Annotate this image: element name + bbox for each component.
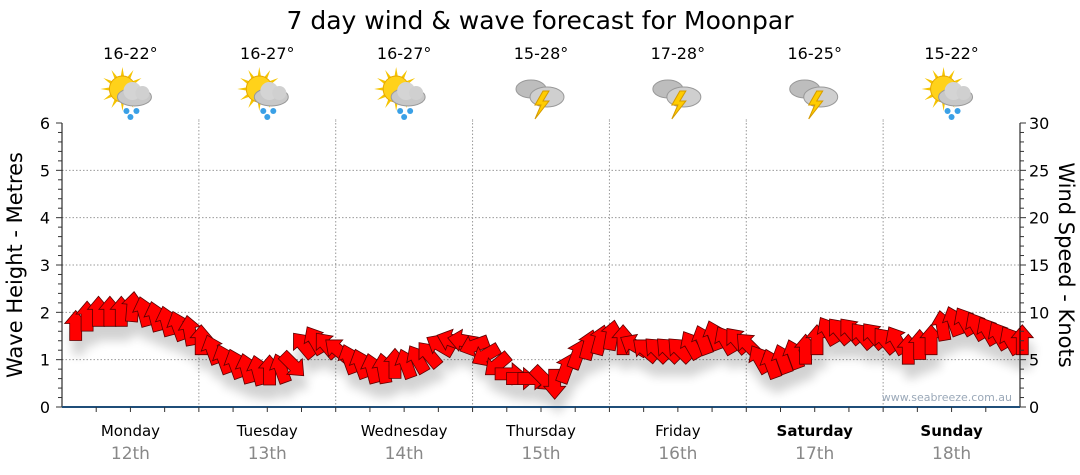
sun-ray — [941, 67, 946, 78]
y-tick-label: 1 — [40, 351, 50, 370]
raindrop — [407, 108, 414, 114]
rain-icon — [123, 108, 140, 120]
raindrop — [954, 108, 961, 114]
cloud-puff — [956, 86, 971, 100]
rain-icon — [944, 108, 961, 120]
y-tick-label: 3 — [40, 256, 50, 275]
rain-icon — [260, 108, 277, 120]
storm-cloud-icon — [515, 79, 565, 120]
day-label: Friday — [655, 422, 701, 440]
y-tick-label: 2 — [40, 303, 50, 322]
raindrop — [127, 114, 134, 120]
day-temperature: 16-27° — [377, 44, 432, 63]
raindrop — [397, 108, 404, 114]
thunderstorm-icon — [652, 79, 702, 120]
y2-tick-label: 0 — [1029, 398, 1039, 417]
sun-ray — [374, 87, 385, 91]
y-tick-label: 5 — [40, 161, 50, 180]
day-label: Wednesday — [361, 422, 448, 440]
storm-cloud-icon — [789, 79, 839, 120]
raindrop — [270, 108, 277, 114]
date-label: 16th — [658, 444, 697, 464]
y-tick-label: 4 — [40, 209, 50, 228]
day-temperature: 16-22° — [103, 44, 158, 63]
y-tick-label: 0 — [40, 398, 50, 417]
day-temperature: 15-22° — [924, 44, 979, 63]
y-axis-label: Wave Height - Metres — [3, 152, 27, 378]
thunderstorm-icon — [789, 79, 839, 120]
y2-tick-label: 20 — [1029, 209, 1049, 228]
cloud-icon — [390, 82, 426, 107]
cloud-puff — [409, 86, 424, 100]
y2-axis-label: Wind Speed - Knots — [1054, 162, 1078, 367]
wind-arrow — [1010, 324, 1035, 356]
sun-cloud-rain-icon — [100, 67, 152, 120]
watermark: www.seabreeze.com.au — [882, 391, 1012, 404]
lightning-bolt — [670, 90, 687, 120]
date-label: 18th — [932, 444, 971, 464]
y2-tick-label: 25 — [1029, 161, 1049, 180]
sun-cloud-rain-icon — [921, 67, 974, 120]
raindrop — [133, 108, 140, 114]
sun-ray — [237, 87, 248, 91]
day-label: Thursday — [505, 422, 576, 440]
sun-ray — [921, 87, 932, 91]
storm-cloud-icon — [652, 79, 702, 120]
day-temperature: 17-28° — [651, 44, 706, 63]
day-temperature: 16-25° — [787, 44, 842, 63]
sun-cloud-rain-icon — [374, 67, 426, 120]
cloud-icon — [938, 82, 974, 107]
axes: 0 1 2 3 4 5 6 0 5 10 15 20 25 30 Monday 12th Tuesday 13th… — [40, 114, 1050, 464]
sun-ray — [120, 67, 125, 78]
raindrop — [401, 114, 408, 120]
y2-tick-label: 10 — [1029, 303, 1049, 322]
date-label: 17th — [795, 444, 834, 464]
sun-cloud-rain-icon — [237, 67, 289, 120]
cloud-puff — [135, 86, 150, 100]
daily-forecast-header: 16-22° 16-27° 16-27° 15-28° 17-28° 16-25° 15-2… — [100, 44, 979, 120]
rain-icon — [397, 108, 414, 120]
chart-title: 7 day wind & wave forecast for Moonpar — [286, 6, 794, 35]
lightning-bolt — [807, 90, 824, 120]
cloud-icon — [253, 82, 289, 107]
day-label: Saturday — [777, 422, 854, 440]
day-temperature: 15-28° — [514, 44, 569, 63]
raindrop — [944, 108, 951, 114]
sun-ray — [100, 87, 111, 91]
day-label: Monday — [101, 422, 160, 440]
y2-tick-label: 15 — [1029, 256, 1049, 275]
raindrop — [264, 114, 271, 120]
cloud-puff — [272, 86, 287, 100]
day-label: Tuesday — [236, 422, 298, 440]
cloud-icon — [116, 82, 152, 107]
raindrop — [948, 114, 955, 120]
day-label: Sunday — [920, 422, 983, 440]
raindrop — [123, 108, 130, 114]
date-label: 14th — [385, 444, 424, 464]
lightning-bolt — [534, 90, 551, 120]
thunderstorm-icon — [515, 79, 565, 120]
y-tick-label: 6 — [40, 114, 50, 133]
date-label: 13th — [248, 444, 287, 464]
gridlines — [62, 119, 1020, 407]
sun-ray — [257, 67, 262, 78]
wind-arrow — [277, 349, 305, 377]
y2-tick-label: 5 — [1029, 351, 1039, 370]
date-label: 15th — [521, 444, 560, 464]
sun-ray — [394, 67, 398, 78]
date-label: 12th — [111, 444, 150, 464]
wind-arrows — [63, 291, 1035, 400]
y2-tick-label: 30 — [1029, 114, 1049, 133]
raindrop — [260, 108, 267, 114]
day-temperature: 16-27° — [240, 44, 295, 63]
